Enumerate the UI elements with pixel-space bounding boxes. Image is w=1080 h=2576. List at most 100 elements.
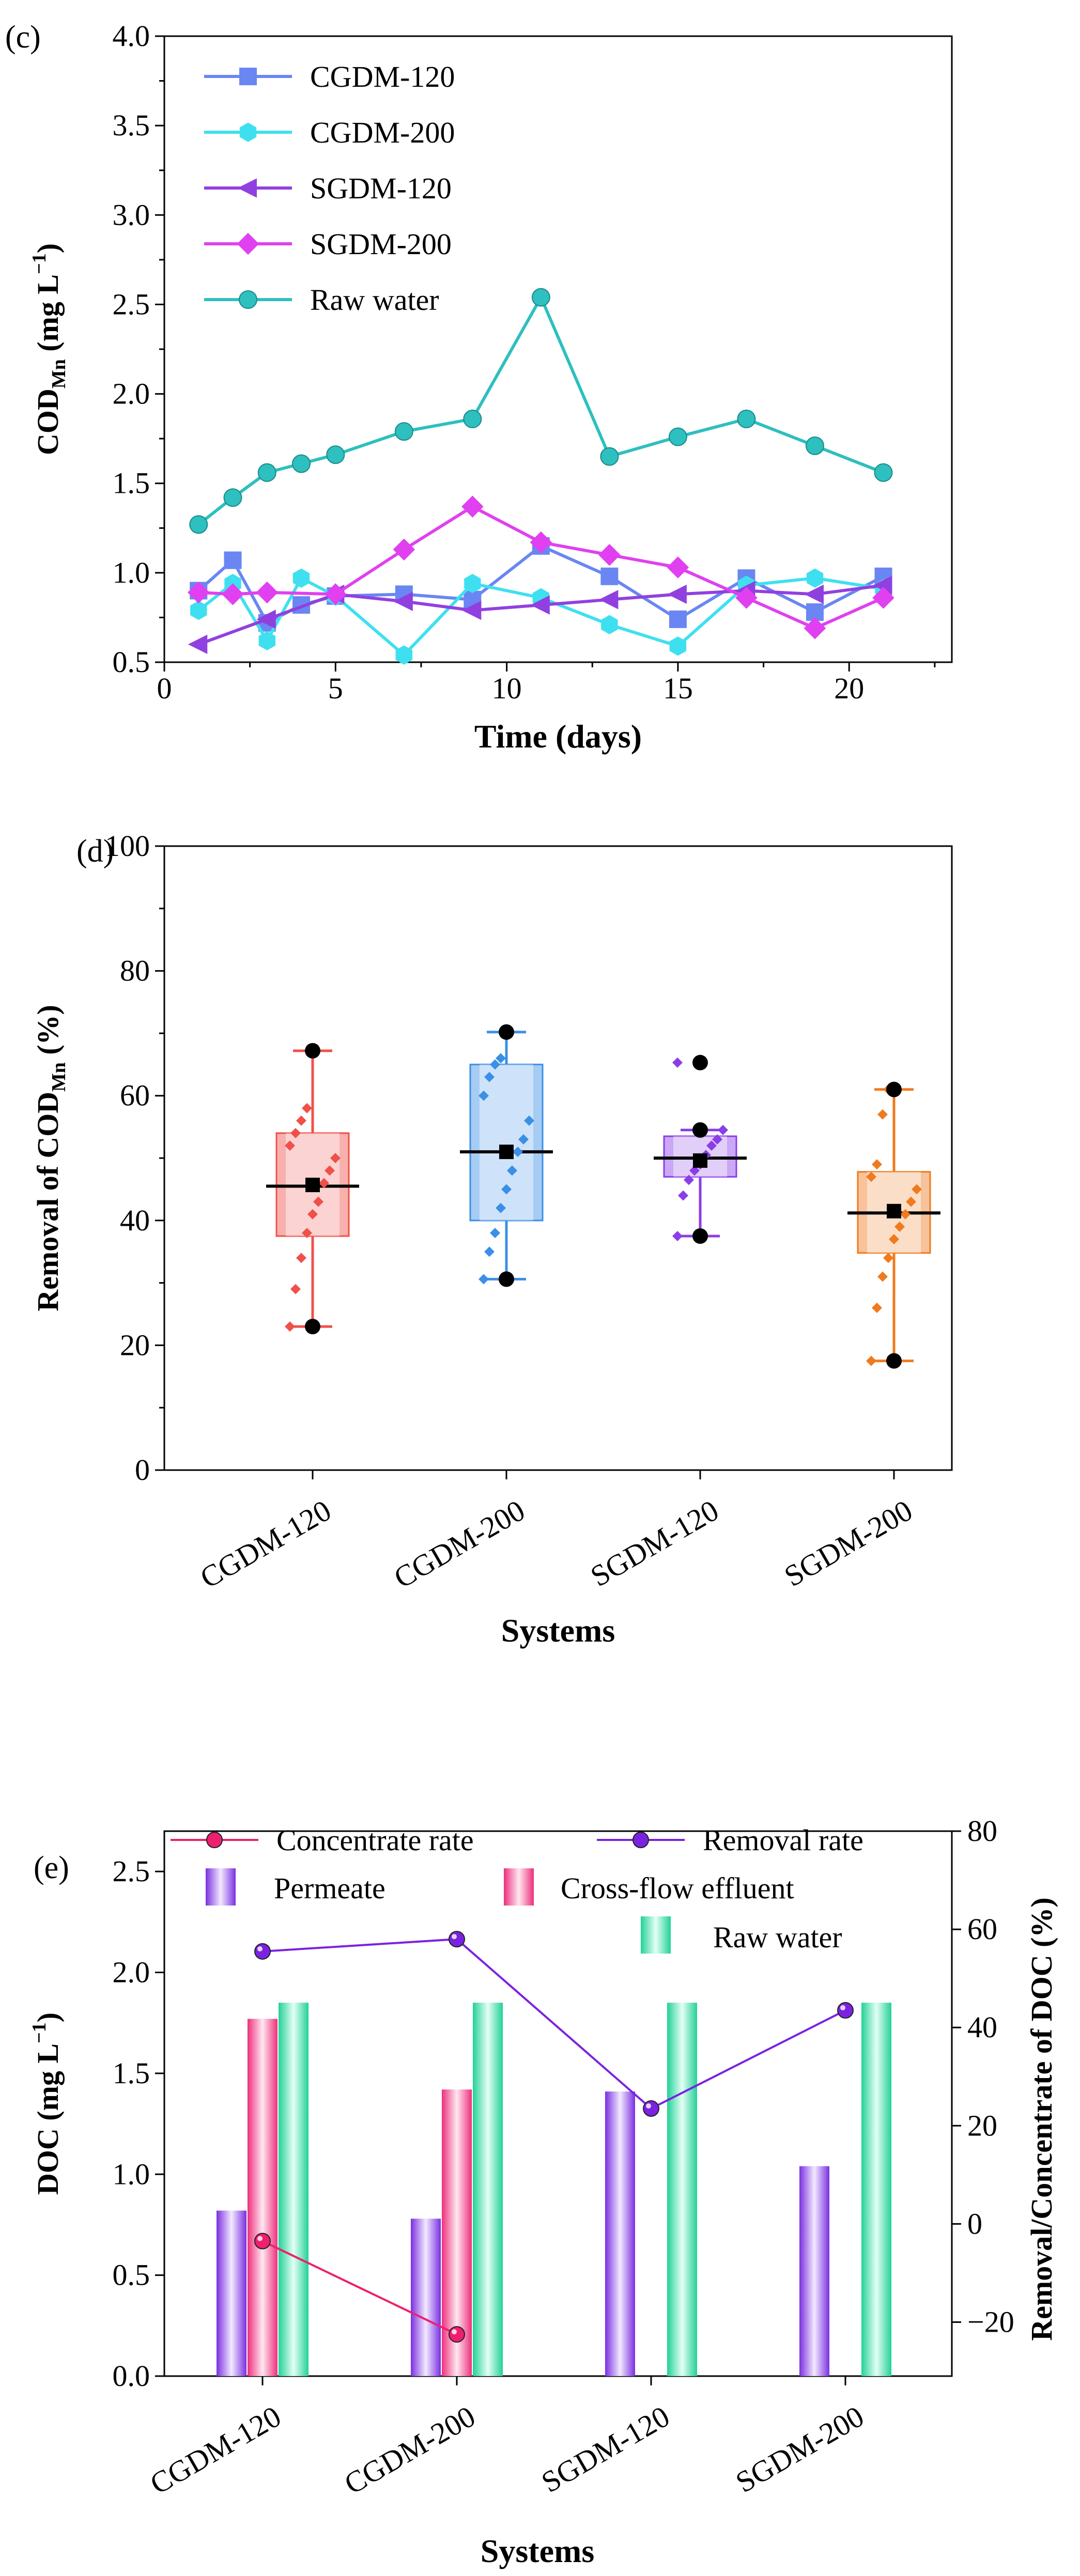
series-line-raw-water: [197, 293, 884, 526]
data-point: [598, 543, 621, 566]
outlier-point: [692, 1055, 708, 1071]
bar-raw-water: [667, 2003, 697, 2376]
data-point: [669, 636, 687, 656]
x-tick-label: SGDM-200: [779, 1493, 918, 1593]
x-tick-label: 5: [328, 672, 343, 705]
y-label-unit: (%): [31, 1005, 65, 1062]
data-point: [296, 1253, 306, 1263]
data-point: [285, 1140, 295, 1151]
data-point: [394, 422, 413, 441]
x-tick-label: 10: [492, 672, 522, 705]
data-point: [490, 1059, 500, 1070]
data-point: [668, 427, 687, 446]
data-point: [872, 1159, 882, 1170]
bar-cross-flow-effluent: [248, 2019, 277, 2376]
line-point: [449, 1931, 465, 1948]
data-point: [224, 551, 242, 569]
y-tick-label: 1.0: [113, 2157, 150, 2191]
data-point: [461, 495, 484, 518]
y-label-base: DOC: [31, 2128, 65, 2195]
mean-marker: [499, 1144, 514, 1159]
y-tick-label: 2.0: [113, 1956, 150, 1989]
data-point: [518, 1134, 529, 1145]
y-tick-label: 1.0: [113, 556, 150, 589]
data-point: [866, 1355, 876, 1366]
data-point: [496, 1203, 506, 1213]
legend-swatch: [504, 1868, 534, 1906]
y-tick-label: 3.0: [113, 198, 150, 231]
legend-marker: [237, 232, 259, 255]
data-point: [900, 1209, 911, 1220]
legend-marker: [632, 1832, 649, 1848]
plot-frame: [163, 1830, 953, 2377]
bar-permeate: [411, 2219, 441, 2376]
line-point: [837, 2002, 854, 2019]
legend-marker: [239, 122, 257, 142]
y-right-axis-label: Removal/Concentrate of DOC (%): [1025, 1897, 1058, 2341]
data-point: [223, 488, 242, 507]
data-point: [302, 1227, 312, 1238]
max-point: [886, 1082, 902, 1098]
data-point: [393, 538, 415, 561]
data-point: [530, 595, 550, 615]
legend-swatch: [641, 1916, 671, 1954]
y-tick-label: 3.5: [113, 108, 150, 142]
data-point: [395, 645, 412, 665]
min-point: [886, 1353, 902, 1369]
x-tick-label: 20: [834, 672, 864, 705]
y-tick-label: 1.5: [113, 2056, 150, 2090]
legend-marker: [239, 68, 257, 85]
x-tick-label: SGDM-200: [730, 2399, 870, 2499]
data-point: [290, 1284, 301, 1294]
data-point: [484, 1246, 495, 1257]
data-point: [292, 454, 311, 473]
data-point: [874, 463, 893, 482]
data-point: [669, 610, 687, 628]
max-point: [692, 1122, 708, 1138]
max-point: [499, 1024, 514, 1040]
data-point: [877, 1109, 888, 1120]
data-point: [667, 556, 689, 579]
data-point: [190, 600, 207, 620]
bar-raw-water: [473, 2003, 503, 2376]
y-label-sup: −1: [28, 253, 50, 274]
y-right-tick-label: 0: [967, 2207, 982, 2240]
data-point: [285, 1321, 295, 1332]
x-tick-label: CGDM-120: [194, 1493, 336, 1595]
data-point: [501, 1184, 512, 1195]
data-point: [806, 568, 824, 588]
panel-label-d: (d): [76, 834, 114, 869]
x-tick-label: CGDM-120: [144, 2399, 286, 2501]
data-point: [256, 581, 279, 604]
line-point-highlight: [840, 2005, 845, 2010]
bar-permeate: [605, 2091, 635, 2376]
legend-label: CGDM-120: [310, 60, 455, 93]
y-label-base: Removal of COD: [31, 1091, 65, 1311]
line-point: [449, 2326, 465, 2343]
panel-d-box-chart: 0 20 40 60 80 100(d) Removal of CODMn (%) CGDM-…: [31, 829, 953, 1649]
legend-label: Raw water: [310, 283, 439, 317]
data-point: [319, 1178, 329, 1189]
data-point: [684, 1175, 694, 1185]
data-point: [706, 1140, 717, 1151]
data-point: [292, 568, 310, 588]
data-point: [188, 634, 208, 654]
data-point: [222, 583, 244, 605]
data-point: [313, 1196, 323, 1207]
data-point: [866, 1172, 876, 1182]
legend-marker: [206, 1832, 223, 1848]
data-point: [678, 1190, 688, 1201]
x-tick-label: 0: [157, 672, 172, 705]
data-point: [326, 445, 345, 464]
legend-label: Permeate: [274, 1871, 385, 1905]
data-point: [894, 1221, 905, 1232]
y-label-unit: (mg L: [31, 274, 65, 359]
data-point: [484, 1071, 495, 1082]
data-point: [912, 1184, 922, 1195]
y-tick-label: 0.5: [113, 2258, 150, 2292]
x-axis-label: Systems: [481, 2533, 594, 2569]
x-axis-label: Time (days): [474, 718, 642, 755]
line-point-highlight: [452, 2329, 457, 2335]
data-point: [463, 410, 482, 429]
data-point: [600, 447, 619, 466]
